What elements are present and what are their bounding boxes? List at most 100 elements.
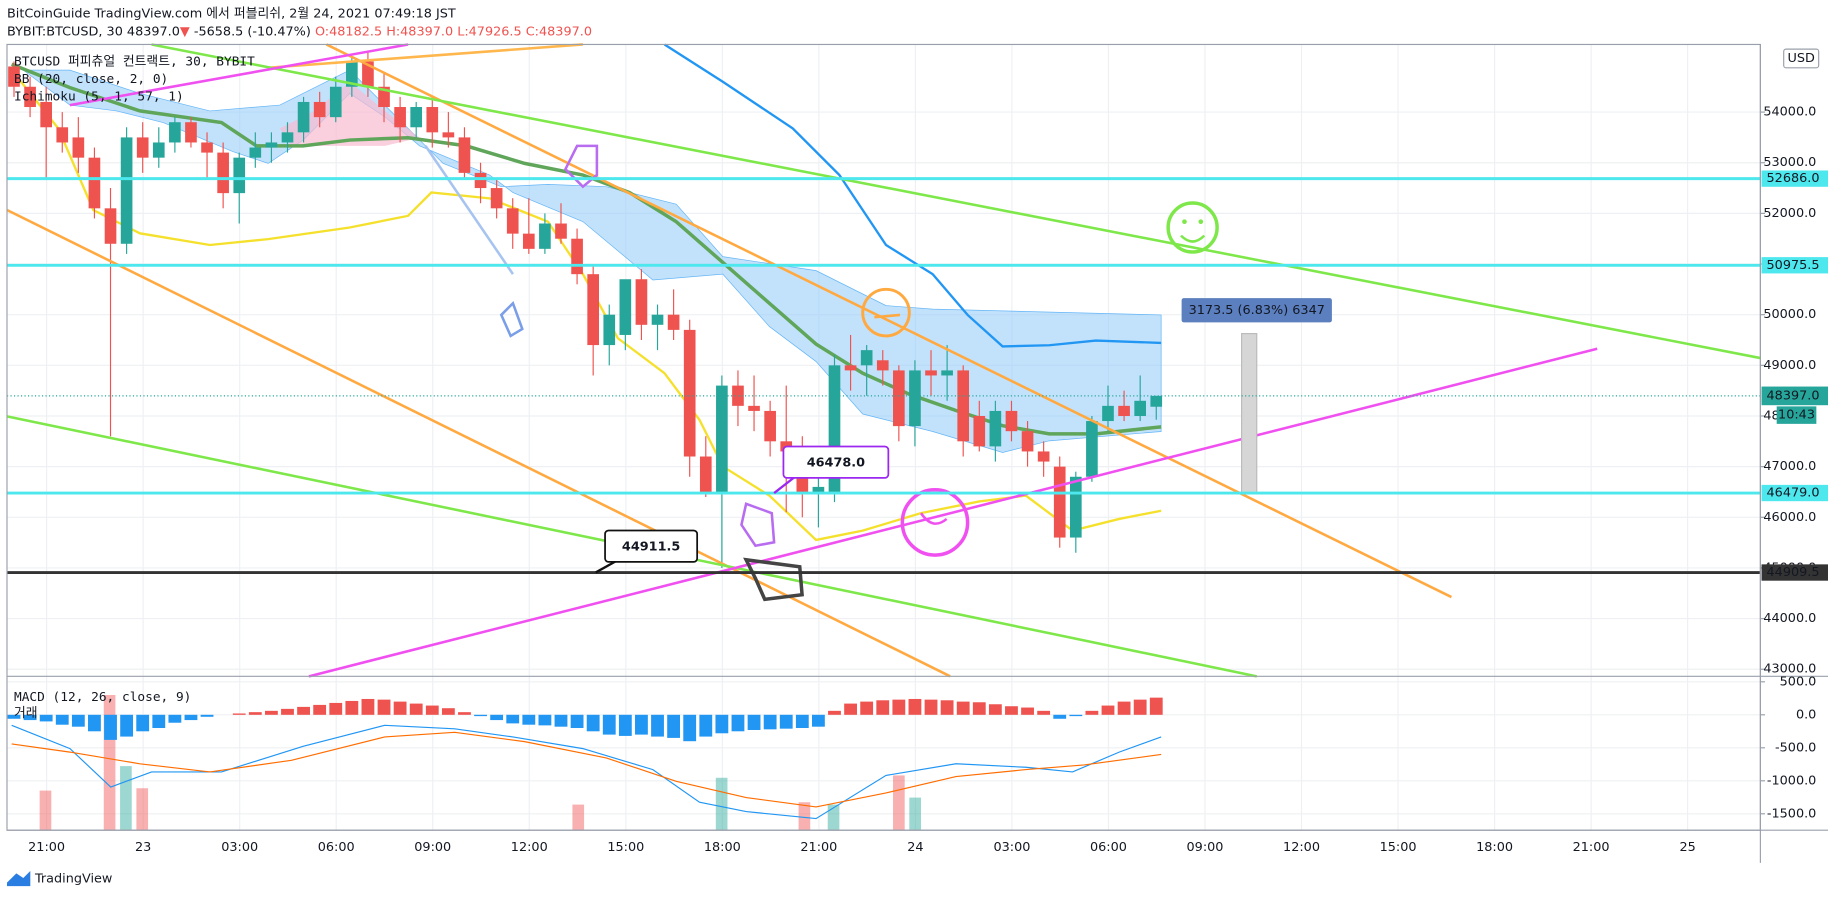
hand-icon — [499, 300, 524, 338]
candle-body — [925, 370, 937, 376]
last: 48397.0 — [127, 24, 180, 39]
candle-body — [72, 137, 85, 158]
candle-body — [313, 101, 326, 118]
callout-label: 44911.5 — [622, 539, 680, 554]
candle-body — [442, 132, 455, 138]
countdown: 10:43 — [1778, 408, 1815, 423]
time-label: 21:00 — [1573, 840, 1610, 855]
time-label: 25 — [1679, 840, 1695, 855]
histogram-bar — [602, 714, 616, 735]
candle-body — [683, 329, 696, 457]
time-label: 12:00 — [1283, 840, 1320, 855]
time-label: 15:00 — [1380, 840, 1417, 855]
candle-body — [619, 279, 632, 335]
histogram-bar — [136, 714, 150, 732]
last-price-label: 48397.0 — [1767, 388, 1820, 403]
candle-body — [555, 223, 567, 239]
candle-body — [56, 127, 69, 143]
price-label-bg — [1761, 170, 1828, 187]
time-label: 06:00 — [1090, 840, 1127, 855]
histogram-bar — [956, 701, 970, 715]
histogram-bar — [908, 698, 922, 715]
candle-body — [635, 279, 648, 325]
volume-title: 거래 — [14, 706, 38, 721]
signal-line — [11, 731, 1162, 808]
histogram-bar — [940, 700, 954, 715]
candle-body — [458, 137, 471, 173]
time-label: 09:00 — [414, 840, 451, 855]
histogram-bar — [264, 710, 278, 715]
candle-body — [909, 370, 921, 427]
y-tick-label: 0.0 — [1796, 707, 1816, 722]
candle-body — [587, 274, 599, 346]
volume-bar — [120, 766, 132, 831]
histogram-bar — [651, 714, 664, 737]
histogram-bar — [184, 714, 198, 721]
header-title: BitCoinGuide TradingView.com 에서 퍼블리쉬, 2월… — [7, 7, 456, 22]
macd-lines — [11, 694, 1162, 831]
candle-body — [394, 107, 406, 128]
measure-label: 3173.5 (6.83%) 6347 — [1189, 303, 1325, 318]
legend-main: BTCUSD 퍼피츄얼 컨트랙트, 30, BYBIT — [14, 54, 255, 69]
candle-body — [410, 107, 423, 128]
histogram-bar — [554, 714, 568, 727]
histogram-bar — [104, 714, 117, 740]
candle-body — [1134, 400, 1146, 416]
candle-body — [603, 314, 616, 346]
measure-range — [1241, 333, 1258, 494]
measure-label-bg — [1181, 298, 1332, 323]
trend-line — [325, 43, 1453, 599]
histogram-bar — [490, 714, 504, 721]
trend-line — [268, 43, 584, 70]
candle-body — [522, 233, 535, 249]
candle-body — [8, 66, 20, 87]
histogram-bar — [88, 714, 101, 732]
trend-line — [308, 347, 1598, 678]
histogram-bar — [811, 714, 825, 727]
histogram-bar — [763, 714, 777, 730]
histogram-bar — [1069, 714, 1083, 717]
volume-bar — [798, 802, 811, 831]
histogram-bar — [55, 714, 69, 725]
price-label-bg — [1761, 564, 1828, 581]
price-label-bg — [1761, 484, 1828, 502]
time-label: 21:00 — [28, 840, 65, 855]
y-tick-label: 53000.0 — [1763, 155, 1816, 170]
price-label: 52686.0 — [1767, 171, 1820, 186]
volume-bar — [39, 790, 52, 831]
histogram-bar — [972, 702, 986, 715]
y-tick-label: 52000.0 — [1763, 206, 1816, 221]
low: L:47926.5 — [457, 24, 521, 39]
histogram-bar — [200, 714, 214, 717]
trend-line — [151, 43, 1761, 360]
drawings — [6, 43, 1761, 678]
time-label: 23 — [135, 840, 151, 855]
histogram-bar — [586, 714, 600, 732]
histogram-bar — [1021, 707, 1034, 715]
candle-body — [973, 415, 986, 447]
bb-lower — [10, 69, 1162, 542]
volume — [120, 766, 921, 831]
y-tick-label: 50000.0 — [1763, 307, 1816, 322]
candle-body — [1005, 410, 1018, 432]
time-label: 06:00 — [318, 840, 355, 855]
candle-body — [24, 86, 36, 108]
histogram-bar — [71, 714, 85, 727]
time-label: 18:00 — [1476, 840, 1513, 855]
candle-body — [217, 152, 229, 194]
change: -5658.5 (-10.47%) — [194, 24, 311, 39]
candle-body — [812, 486, 825, 492]
time-label: 12:00 — [511, 840, 548, 855]
emoji-mouth — [919, 512, 948, 525]
histogram-bar — [1085, 710, 1099, 715]
candle-body — [876, 360, 889, 371]
candle-body — [1053, 466, 1066, 538]
y-tick-label: -1500.0 — [1767, 806, 1816, 821]
candle-body — [506, 208, 519, 234]
price-label: 44909.5 — [1767, 565, 1820, 580]
candle-body — [1037, 451, 1050, 462]
legend-ichimoku: Ichimoku (5, 1, 57, 1) — [14, 89, 184, 104]
y-tick-label: 47000.0 — [1763, 459, 1816, 474]
